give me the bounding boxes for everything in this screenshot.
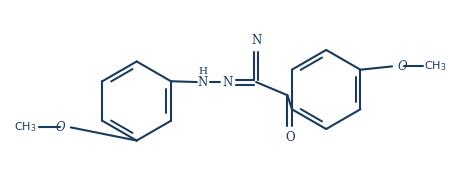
Text: N: N <box>222 76 232 89</box>
Text: O: O <box>55 121 65 134</box>
Text: CH$_3$: CH$_3$ <box>14 120 37 134</box>
Text: N: N <box>251 34 261 47</box>
Text: H: H <box>199 67 208 76</box>
Text: O: O <box>398 60 408 73</box>
Text: CH$_3$: CH$_3$ <box>424 60 447 73</box>
Text: O: O <box>285 132 295 144</box>
Text: N: N <box>198 76 208 89</box>
